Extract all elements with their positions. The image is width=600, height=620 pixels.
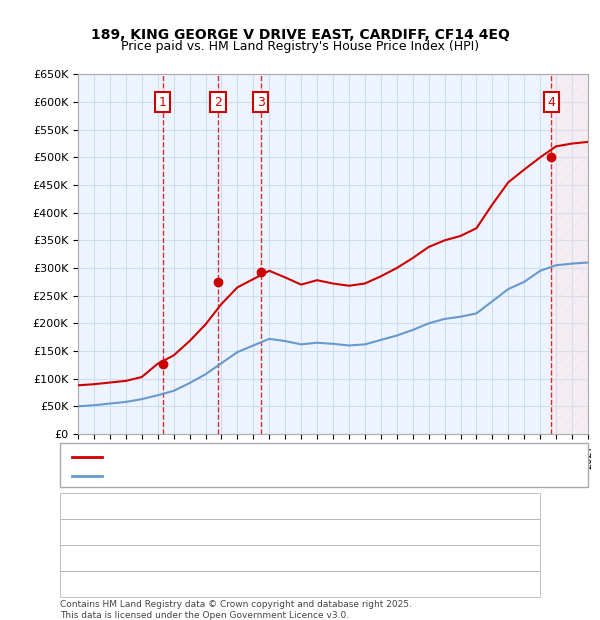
Text: Price paid vs. HM Land Registry's House Price Index (HPI): Price paid vs. HM Land Registry's House … [121,40,479,53]
Text: 189, KING GEORGE V DRIVE EAST, CARDIFF, CF14 4EQ (semi-detached house): 189, KING GEORGE V DRIVE EAST, CARDIFF, … [108,452,515,462]
Text: 13-SEP-2024: 13-SEP-2024 [120,578,195,590]
Text: HPI: Average price, semi-detached house, Cardiff: HPI: Average price, semi-detached house,… [108,471,365,481]
Text: 75% ↑ HPI: 75% ↑ HPI [407,552,469,564]
Text: 1: 1 [159,95,167,108]
Text: £275,000: £275,000 [272,526,328,538]
Text: £500,000: £500,000 [272,578,328,590]
Text: Contains HM Land Registry data © Crown copyright and database right 2025.
This d: Contains HM Land Registry data © Crown c… [60,600,412,619]
Text: 2: 2 [214,95,222,108]
Text: 22-JUN-2006: 22-JUN-2006 [120,552,195,564]
Bar [551,74,588,434]
Text: 105% ↑ HPI: 105% ↑ HPI [403,526,473,538]
Text: 27-APR-2000: 27-APR-2000 [120,500,196,512]
Text: 3: 3 [65,552,73,564]
Text: £292,000: £292,000 [272,552,328,564]
Text: 55% ↑ HPI: 55% ↑ HPI [407,578,469,590]
Text: 79% ↑ HPI: 79% ↑ HPI [407,500,469,512]
Text: 2: 2 [65,526,73,538]
Text: 4: 4 [65,578,73,590]
Text: 13-OCT-2003: 13-OCT-2003 [120,526,197,538]
Text: 189, KING GEORGE V DRIVE EAST, CARDIFF, CF14 4EQ: 189, KING GEORGE V DRIVE EAST, CARDIFF, … [91,28,509,42]
Text: 1: 1 [65,500,73,512]
Text: 3: 3 [257,95,265,108]
Text: £127,000: £127,000 [272,500,328,512]
Text: 4: 4 [547,95,555,108]
